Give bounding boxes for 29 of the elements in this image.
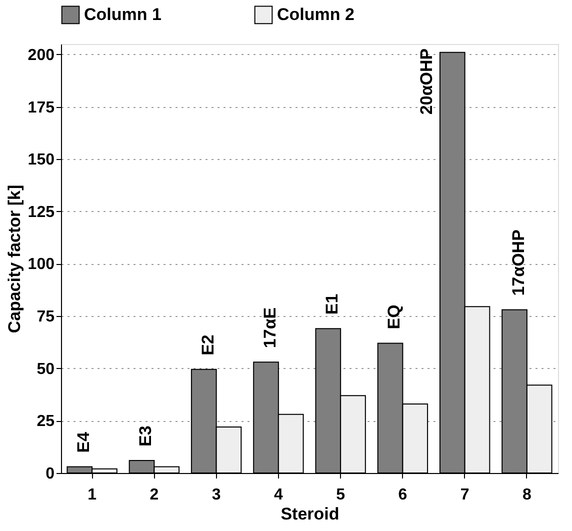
annotation: EQ [384, 304, 404, 330]
y-tick-label: 100 [28, 256, 55, 274]
y-tick-label: 125 [28, 204, 55, 221]
annotation: 17αE [260, 307, 280, 348]
y-tick-label: 150 [28, 152, 55, 169]
annotation: E1 [322, 294, 342, 315]
annotation: 20αOHP [416, 48, 436, 115]
annotation: 17αOHP [508, 230, 528, 296]
annotation: E3 [136, 426, 156, 446]
x-axis-title: Steroid [280, 504, 340, 524]
y-tick-label: 200 [28, 46, 55, 64]
x-tick-label: 7 [460, 486, 470, 504]
legend-label: Column 2 [277, 4, 354, 24]
x-tick-label: 8 [522, 486, 532, 504]
legend-label: Column 1 [84, 4, 162, 24]
annotation: E2 [198, 334, 218, 356]
x-tick-label: 6 [398, 486, 408, 504]
x-tick-label: 5 [336, 486, 346, 504]
y-tick-label: 50 [36, 360, 55, 378]
x-tick-label: 3 [212, 486, 221, 504]
y-tick-label: 25 [36, 413, 55, 430]
annotation: E4 [74, 431, 94, 453]
y-axis-title: Capacity factor [k] [4, 184, 24, 334]
y-tick-label: 75 [36, 308, 55, 326]
x-tick-label: 4 [274, 486, 283, 504]
y-tick-label: 0 [46, 466, 55, 482]
x-tick-label: 2 [150, 486, 159, 504]
x-tick-label: 1 [88, 486, 97, 504]
y-tick-label: 175 [28, 99, 55, 116]
